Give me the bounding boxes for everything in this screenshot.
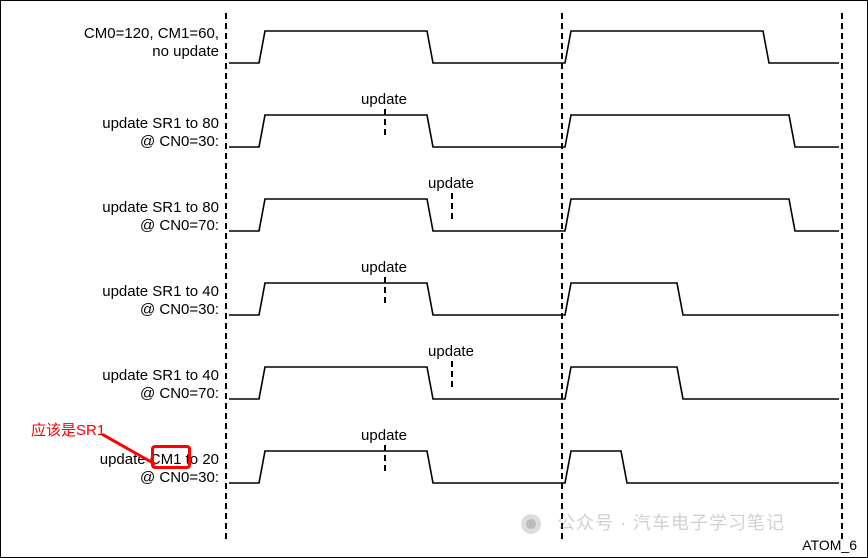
figure-id: ATOM_6 xyxy=(802,537,857,553)
timing-diagram-container: CM0=120, CM1=60,no update update SR1 to 8… xyxy=(0,0,868,558)
waveform-path xyxy=(229,199,839,231)
update-tick xyxy=(384,445,386,471)
waveform-svg xyxy=(229,273,839,323)
waveform-path xyxy=(229,283,839,315)
update-label: update xyxy=(428,343,474,360)
wave-area: update xyxy=(229,189,837,239)
update-label: update xyxy=(428,175,474,192)
annotation-text: 应该是SR1 xyxy=(31,419,105,440)
row-label-line1: CM0=120, CM1=60, xyxy=(19,25,219,43)
row-label-line1: update SR1 to 80 xyxy=(19,115,219,133)
row-label-line1: update SR1 to 80 xyxy=(19,199,219,217)
row-label: update SR1 to 40@ CN0=30: xyxy=(19,283,219,319)
waveform-row: update CM1 to 20@ CN0=30:update xyxy=(1,433,867,511)
update-tick xyxy=(451,361,453,387)
update-label: update xyxy=(361,91,407,108)
annotation-box xyxy=(151,445,191,469)
update-label: update xyxy=(361,427,407,444)
update-label: update xyxy=(361,259,407,276)
waveform-row: update SR1 to 40@ CN0=70: update xyxy=(1,349,867,427)
row-label-line2: @ CN0=30: xyxy=(19,301,219,319)
waveform-row: update SR1 to 80@ CN0=30: update xyxy=(1,97,867,175)
wechat-icon xyxy=(521,514,541,534)
waveform-row: update SR1 to 80@ CN0=70: update xyxy=(1,181,867,259)
update-tick xyxy=(384,109,386,135)
row-label-line2: @ CN0=70: xyxy=(19,217,219,235)
row-label-line2: @ CN0=70: xyxy=(19,385,219,403)
row-label-line2: @ CN0=30: xyxy=(19,133,219,151)
waveform-svg xyxy=(229,441,839,491)
waveform-svg xyxy=(229,189,839,239)
wave-area: update xyxy=(229,441,837,491)
row-label-line2: @ CN0=30: xyxy=(19,469,219,487)
waveform-svg xyxy=(229,357,839,407)
row-label: update SR1 to 40@ CN0=70: xyxy=(19,367,219,403)
row-label-line1: update SR1 to 40 xyxy=(19,367,219,385)
watermark: 公众号 · 汽车电子学习笔记 xyxy=(521,509,785,535)
row-label: update SR1 to 80@ CN0=70: xyxy=(19,199,219,235)
waveform-path xyxy=(229,31,839,63)
wave-area: update xyxy=(229,357,837,407)
wave-area xyxy=(229,21,837,71)
wave-area: update xyxy=(229,105,837,155)
waveform-svg xyxy=(229,21,839,71)
waveform-svg xyxy=(229,105,839,155)
row-label: update SR1 to 80@ CN0=30: xyxy=(19,115,219,151)
row-label-line1: update SR1 to 40 xyxy=(19,283,219,301)
wave-area: update xyxy=(229,273,837,323)
watermark-text: 公众号 · 汽车电子学习笔记 xyxy=(557,513,785,533)
waveform-path xyxy=(229,367,839,399)
row-label-line2: no update xyxy=(19,43,219,61)
update-tick xyxy=(451,193,453,219)
waveform-path xyxy=(229,451,839,483)
waveform-row: CM0=120, CM1=60,no update xyxy=(1,13,867,91)
row-label: CM0=120, CM1=60,no update xyxy=(19,25,219,61)
waveform-path xyxy=(229,115,839,147)
waveform-row: update SR1 to 40@ CN0=30: update xyxy=(1,265,867,343)
update-tick xyxy=(384,277,386,303)
